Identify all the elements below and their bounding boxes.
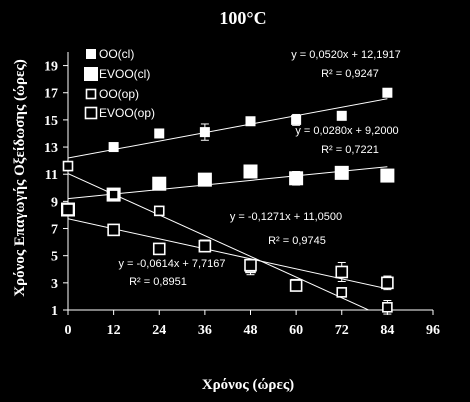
data-point [380,168,395,183]
data-markers [61,87,395,315]
y-tick-label: 11 [45,168,58,183]
legend: OO(cl) EVOO(cl) OO(op) EVOO(op) [84,47,155,120]
annotations: y = 0,0520x + 12,1917 R² = 0,9247 y = 0,02… [118,49,400,288]
trendline-r2: R² = 0,9745 [268,235,326,247]
legend-label: OO(cl) [99,47,134,61]
data-point [107,223,120,237]
data-point [154,128,165,139]
x-tick-label: 24 [152,323,166,338]
trendline [68,173,370,310]
x-axis-label: Χρόνος (ώρες) [202,377,294,393]
y-tick-label: 5 [51,250,58,265]
data-point [245,116,256,127]
legend-marker [84,67,98,81]
data-point [289,171,304,186]
trendline-equation: y = -0,0614x + 7,7167 [118,258,225,270]
data-point [336,287,348,298]
trendline-r2: R² = 0,8951 [129,276,187,288]
legend-marker [85,88,97,100]
legend-label: OO(op) [99,87,139,101]
legend-label: EVOO(cl) [99,67,150,81]
data-point [334,165,349,180]
data-point [62,160,74,172]
data-point [198,239,212,253]
legend-marker [86,49,96,59]
data-point [382,301,393,313]
legend-marker [84,106,98,120]
y-tick-label: 9 [51,195,58,210]
y-axis-label: Χρόνος Επαγωγής Οξείδωσης (ώρες) [12,59,28,296]
data-point [289,279,303,292]
y-tick-label: 13 [44,141,58,156]
trendline-equation: y = -0,1271x + 11,0500 [230,211,342,223]
data-point [108,142,119,153]
trendline-r2: R² = 0,9247 [321,68,379,80]
data-point [153,205,165,217]
x-tick-label: 84 [380,323,394,338]
x-tick-label: 60 [289,323,303,338]
trendline [68,166,388,200]
trendline-equation: y = 0,0520x + 12,1917 [291,49,400,61]
data-point [335,265,349,279]
y-tick-label: 1 [51,304,58,319]
data-point [197,172,212,187]
x-tick-label: 48 [244,323,258,338]
trendline [68,218,388,290]
chart-title: 100°C [219,8,266,28]
x-tick-label: 36 [198,323,212,338]
data-point [108,189,119,200]
legend-label: EVOO(op) [99,106,155,120]
y-tick-label: 3 [51,277,58,292]
y-tick-label: 17 [44,87,58,102]
data-point [336,110,347,121]
trendlines [68,98,388,310]
data-point [152,176,167,191]
y-tick-label: 15 [44,114,58,129]
data-point [244,258,257,272]
trendline-r2: R² = 0,7221 [321,144,379,156]
x-tick-label: 72 [335,323,349,338]
data-point [199,127,210,138]
data-point [291,114,302,125]
y-tick-label: 7 [51,223,58,238]
y-tick-label: 19 [44,60,58,75]
data-point [381,276,394,290]
x-tick-label: 12 [107,323,121,338]
data-point [61,203,75,216]
data-point [382,87,393,98]
trendline [68,98,388,159]
x-tick-label: 0 [65,323,72,338]
trendline-equation: y = 0,0280x + 9,2000 [295,125,398,137]
data-point [152,242,166,256]
data-point [243,164,258,179]
x-tick-label: 96 [426,323,440,338]
